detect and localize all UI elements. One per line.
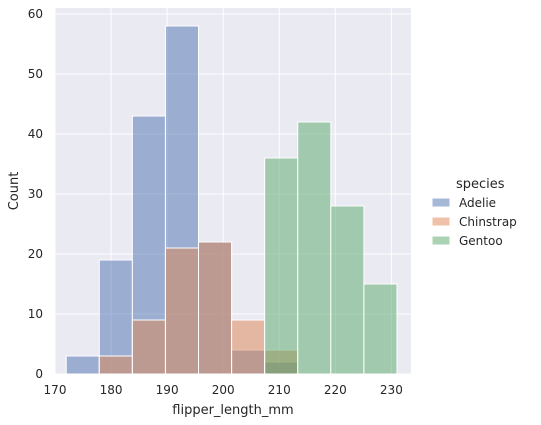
bar [65,355,100,375]
series-chinstrap [98,241,299,375]
bar [198,241,233,375]
legend-title: species [456,177,505,192]
x-tick-label: 180 [100,383,123,397]
x-tick-label: 170 [44,383,67,397]
bar [98,355,133,375]
bar [98,259,133,375]
x-tick-label: 210 [268,383,291,397]
bar [131,319,166,375]
bar [264,157,299,375]
x-tick-label: 200 [212,383,235,397]
legend: species Adelie Chinstrap Gentoo [431,177,517,248]
legend-swatch-gentoo [431,235,451,246]
bar [363,283,398,375]
x-tick-label: 190 [156,383,179,397]
bars [65,25,398,375]
bar [297,121,332,375]
y-tick-label: 30 [28,187,43,201]
legend-label-adelie: Adelie [459,196,496,210]
y-tick-label: 60 [28,7,43,21]
legend-label-gentoo: Gentoo [459,234,503,248]
x-tick-label: 220 [324,383,347,397]
y-axis-label: Count [7,172,22,211]
y-tick-label: 50 [28,67,43,81]
x-tick-label: 230 [380,383,403,397]
bar [164,247,200,375]
y-tick-label: 0 [35,367,43,381]
legend-label-chinstrap: Chinstrap [459,215,517,229]
legend-swatch-adelie [431,197,451,208]
bar [330,205,365,375]
legend-swatch-chinstrap [431,216,451,227]
y-tick-label: 40 [28,127,43,141]
y-tick-label: 10 [28,307,43,321]
series-gentoo [264,121,398,375]
bar [231,319,266,375]
tick-labels: 170 180 190 200 210 220 230 0 10 20 30 40 50 60 [28,7,403,397]
x-axis-label: flipper_length_mm [172,403,293,418]
y-tick-label: 20 [28,247,43,261]
